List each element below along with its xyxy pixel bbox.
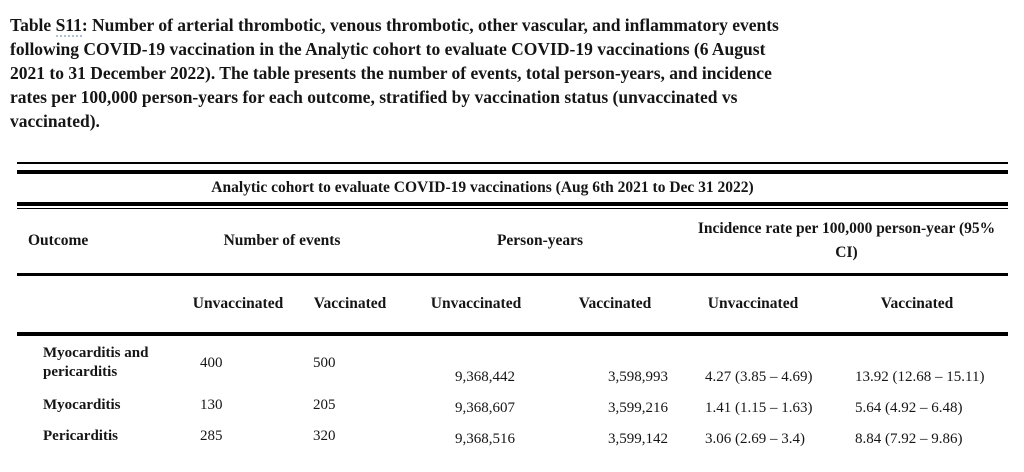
subheader-events-unvaccinated: Unvaccinated xyxy=(192,295,284,312)
table-span-header: Analytic cohort to evaluate COVID-19 vac… xyxy=(211,179,754,196)
row-events-vaccinated: 205 xyxy=(313,397,336,413)
row-rate-unvaccinated: 4.27 (3.85 – 4.69) xyxy=(705,369,813,385)
person-years-group-header: Person-years xyxy=(496,232,584,249)
subheader-bottom-rule xyxy=(17,332,1008,336)
outcome-column-header: Outcome xyxy=(28,232,89,249)
table-row: Pericarditis 285 320 9,368,516 3,599,142… xyxy=(17,421,1008,452)
caption-line-2: following COVID-19 vaccination in the An… xyxy=(10,39,766,59)
table-top-rule-thick xyxy=(17,170,1008,174)
row-rate-unvaccinated: 1.41 (1.15 – 1.63) xyxy=(705,400,813,416)
incidence-rate-group-header-text: Incidence rate per 100,000 person-year (… xyxy=(697,220,996,261)
caption-table-id: S11 xyxy=(55,15,82,37)
row-outcome-label: Myocarditis xyxy=(43,397,121,413)
incidence-rate-group-header: Incidence rate per 100,000 person-year (… xyxy=(685,217,1008,265)
subheader-row: Unvaccinated Vaccinated Unvaccinated Vac… xyxy=(17,276,1008,332)
table-row: Myocarditis and pericarditis 400 500 9,3… xyxy=(17,336,1008,390)
column-group-header-row: Outcome Number of events Person-years In… xyxy=(17,209,1008,273)
row-events-vaccinated: 320 xyxy=(313,428,336,444)
results-table: Analytic cohort to evaluate COVID-19 vac… xyxy=(17,162,1008,452)
caption-line-3: 2021 to 31 December 2022). The table pre… xyxy=(10,63,772,83)
subheader-py-unvaccinated: Unvaccinated xyxy=(430,295,522,312)
row-rate-vaccinated: 13.92 (12.68 – 15.11) xyxy=(855,369,985,385)
subheader-rate-vaccinated: Vaccinated xyxy=(880,295,954,312)
row-py-unvaccinated: 9,368,442 xyxy=(455,369,515,385)
subheader-rate-unvaccinated: Unvaccinated xyxy=(707,295,799,312)
caption-line-4: rates per 100,000 person-years for each … xyxy=(10,87,738,107)
table-row: Myocarditis 130 205 9,368,607 3,599,216 … xyxy=(17,390,1008,421)
row-py-vaccinated: 3,598,993 xyxy=(608,369,668,385)
row-outcome-label: Myocarditis and pericarditis xyxy=(43,345,149,380)
row-py-unvaccinated: 9,368,516 xyxy=(455,431,515,447)
caption-line-1: Table S11: Number of arterial thrombotic… xyxy=(10,13,1024,37)
row-events-unvaccinated: 130 xyxy=(200,397,223,413)
span-header-bottom-rule-thin xyxy=(17,208,1008,209)
table-top-rule-thin xyxy=(17,162,1008,164)
caption-line-5: vaccinated). xyxy=(10,111,100,131)
row-rate-unvaccinated: 3.06 (2.69 – 3.4) xyxy=(705,431,805,447)
row-events-vaccinated: 500 xyxy=(313,354,336,371)
row-outcome-label: Pericarditis xyxy=(43,428,118,444)
row-py-unvaccinated: 9,368,607 xyxy=(455,400,515,416)
row-events-unvaccinated: 400 xyxy=(200,354,223,371)
row-py-vaccinated: 3,599,142 xyxy=(608,431,668,447)
row-py-vaccinated: 3,599,216 xyxy=(608,400,668,416)
group-header-bottom-rule xyxy=(17,273,1008,276)
row-events-unvaccinated: 285 xyxy=(200,428,223,444)
subheader-events-vaccinated: Vaccinated xyxy=(313,295,387,312)
row-rate-vaccinated: 8.84 (7.92 – 9.86) xyxy=(855,431,963,447)
number-of-events-group-header: Number of events xyxy=(223,232,341,249)
span-header-bottom-rule xyxy=(17,202,1008,206)
table-caption: Table S11: Number of arterial thrombotic… xyxy=(10,0,1024,133)
caption-line-1-text: : Number of arterial thrombotic, venous … xyxy=(81,15,779,35)
row-rate-vaccinated: 5.64 (4.92 – 6.48) xyxy=(855,400,963,416)
caption-table-word: Table xyxy=(10,15,56,35)
subheader-py-vaccinated: Vaccinated xyxy=(578,295,652,312)
